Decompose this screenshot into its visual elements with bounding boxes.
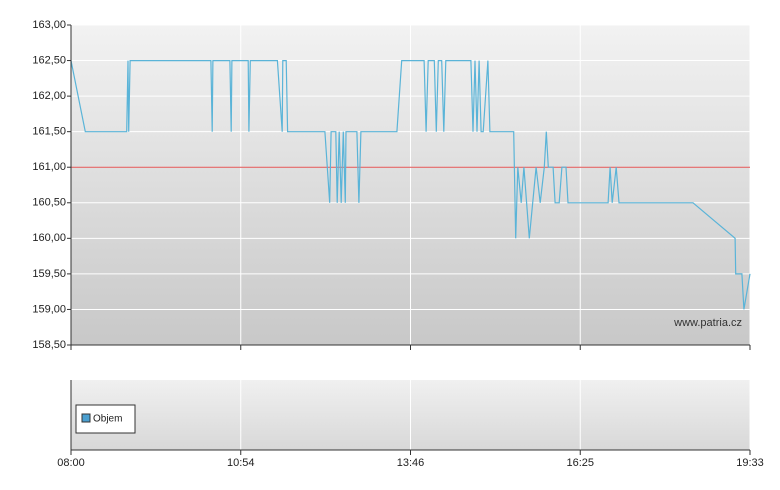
y-tick-label: 160,00 xyxy=(32,232,66,244)
x-tick-label: 08:00 xyxy=(57,457,85,469)
y-tick-label: 163,00 xyxy=(32,19,66,31)
layer xyxy=(70,24,751,450)
y-tick-label: 162,00 xyxy=(32,90,66,102)
y-tick-label: 159,50 xyxy=(32,268,66,280)
y-tick-label: 161,50 xyxy=(32,126,66,138)
legend-label: Objem xyxy=(93,414,122,425)
y-tick-label: 159,00 xyxy=(32,303,66,315)
watermark: www.patria.cz xyxy=(673,317,742,329)
x-tick-label: 13:46 xyxy=(397,457,425,469)
y-tick-label: 161,00 xyxy=(32,161,66,173)
x-tick-label: 10:54 xyxy=(227,457,255,469)
legend-swatch xyxy=(81,413,91,423)
y-tick-label: 160,50 xyxy=(32,197,66,209)
x-tick-label: 16:25 xyxy=(566,457,594,469)
price-line xyxy=(70,60,751,310)
x-tick-label: 19:33 xyxy=(736,457,764,469)
y-tick-label: 158,50 xyxy=(32,339,66,351)
y-tick-label: 162,50 xyxy=(32,54,66,66)
